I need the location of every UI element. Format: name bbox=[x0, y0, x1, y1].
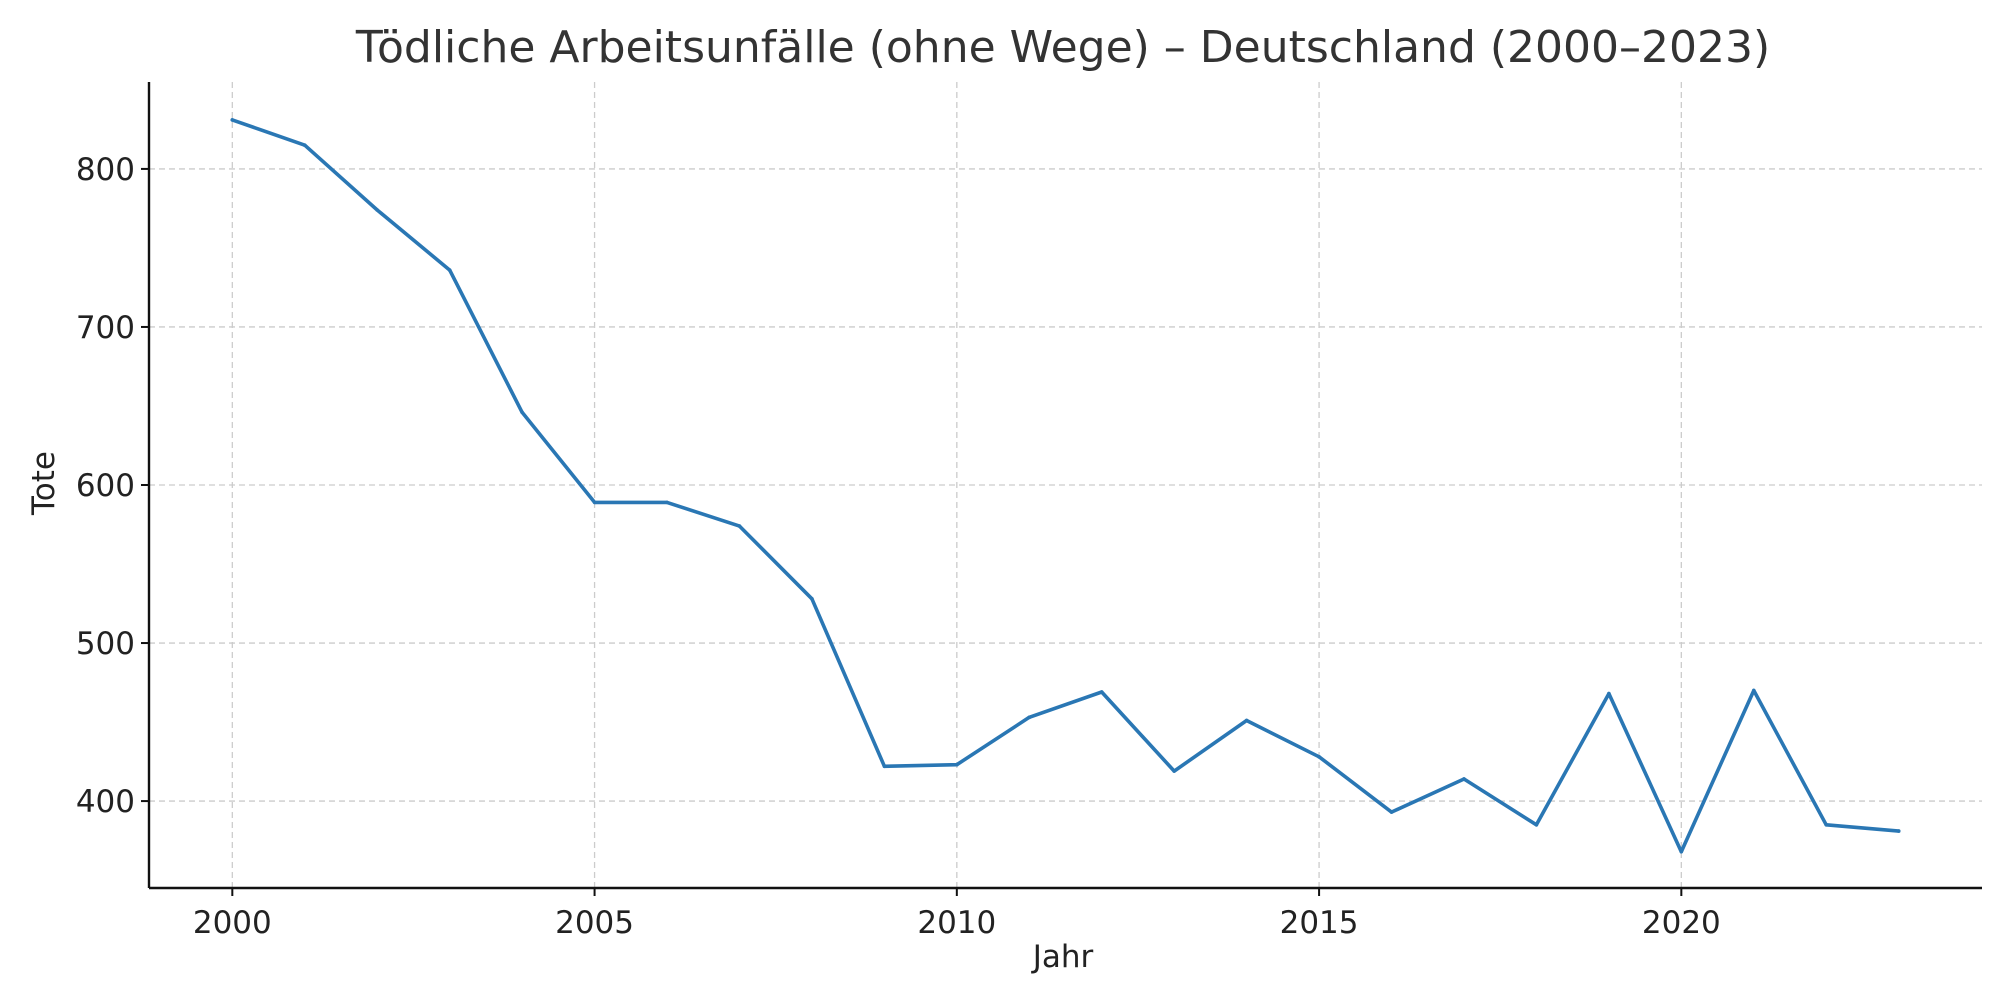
y-tick-label: 600 bbox=[76, 468, 135, 504]
x-tick-label: 2010 bbox=[917, 905, 996, 941]
chart-title: Tödliche Arbeitsunfälle (ohne Wege) – De… bbox=[355, 22, 1770, 73]
y-tick-label: 500 bbox=[76, 626, 135, 662]
data-point bbox=[230, 118, 235, 122]
gridlines bbox=[149, 82, 1982, 888]
data-point bbox=[447, 268, 452, 272]
y-tick-label: 400 bbox=[76, 784, 135, 820]
data-point bbox=[1824, 822, 1829, 827]
data-point bbox=[375, 208, 380, 212]
data-point bbox=[665, 500, 669, 505]
data-point bbox=[1534, 822, 1539, 827]
y-tick-label: 800 bbox=[76, 152, 135, 188]
x-tick-label: 2000 bbox=[193, 905, 272, 941]
data-point bbox=[302, 143, 307, 148]
data-point bbox=[955, 762, 959, 767]
data-point bbox=[810, 596, 814, 601]
data-point bbox=[1099, 690, 1104, 694]
y-axis: 400 500 600 700 800 bbox=[76, 152, 149, 820]
y-tick-label: 700 bbox=[76, 310, 135, 346]
series-line bbox=[230, 118, 1901, 854]
data-point bbox=[1462, 777, 1466, 781]
x-axis: 2000 2005 2010 2015 2020 bbox=[193, 888, 1721, 941]
x-tick-label: 2005 bbox=[555, 905, 634, 941]
data-point bbox=[1896, 829, 1901, 833]
data-point bbox=[882, 764, 887, 769]
data-point bbox=[1317, 755, 1321, 759]
data-point bbox=[1244, 718, 1249, 723]
data-point bbox=[520, 410, 524, 415]
data-point bbox=[1027, 715, 1032, 720]
data-point bbox=[1679, 849, 1684, 854]
data-point bbox=[1751, 688, 1756, 693]
data-point bbox=[737, 524, 742, 528]
y-axis-label: Tote bbox=[26, 451, 62, 516]
data-point bbox=[592, 500, 597, 505]
x-tick-label: 2020 bbox=[1642, 905, 1721, 941]
x-tick-label: 2015 bbox=[1280, 905, 1359, 941]
data-point bbox=[1172, 769, 1176, 773]
x-axis-label: Jahr bbox=[1031, 939, 1094, 975]
series-group bbox=[230, 118, 1901, 854]
data-point bbox=[1607, 691, 1611, 696]
data-point bbox=[1389, 810, 1394, 814]
